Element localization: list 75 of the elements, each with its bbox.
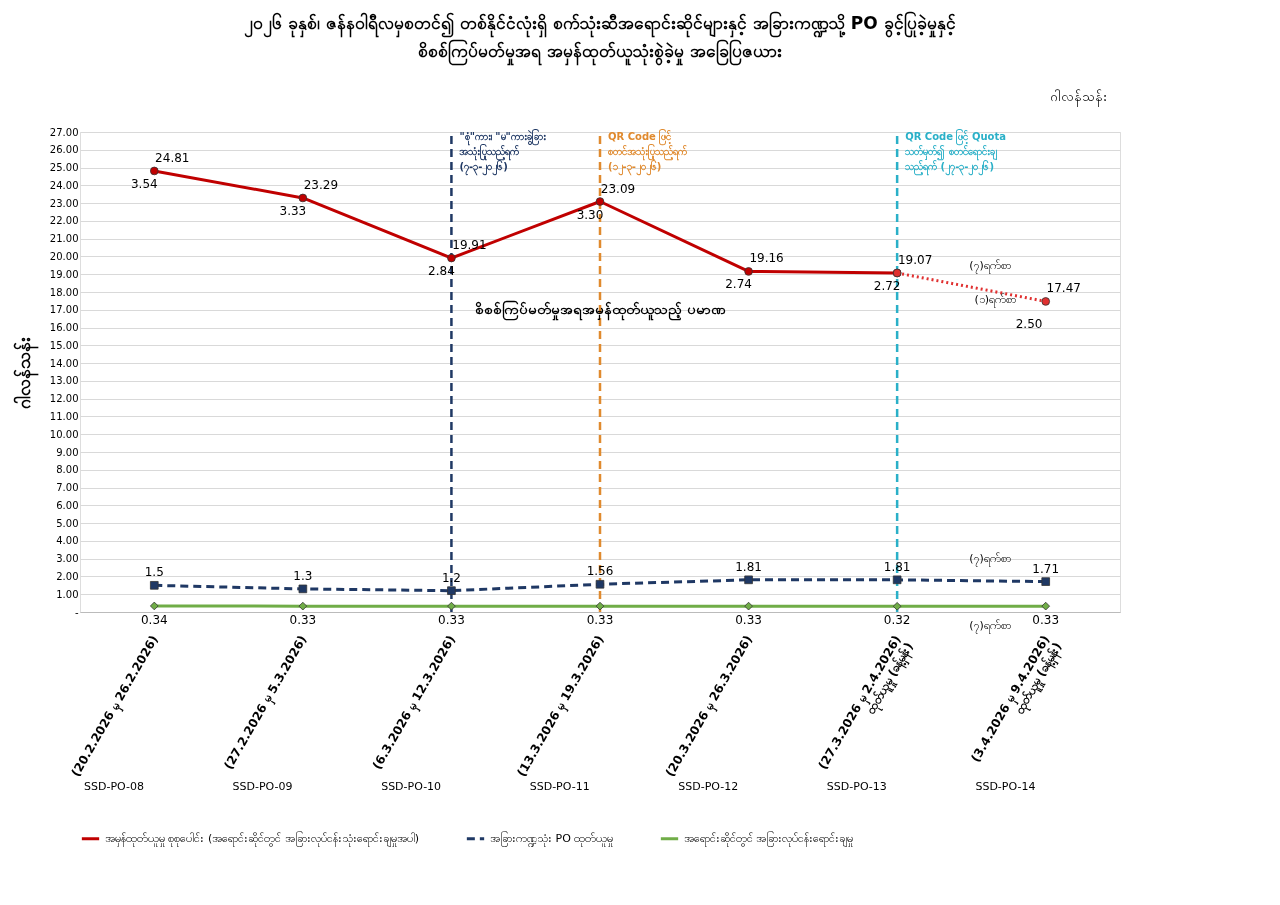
text: ဂါလန်သန်း (12, 336, 39, 409)
y-tick-label: 10.00 (49, 428, 79, 440)
ref-line-label: "စုံ"ကား၊ "မ"ကားခွဲခြား အသုံးပြုသည့်ရက် (၇-၃-၂၀၂၆) (459, 129, 546, 176)
data-label: 0.33 (1032, 613, 1060, 628)
data-label: 0.33 (735, 613, 762, 628)
annotation: 3.33 (279, 203, 307, 218)
y-tick-label: 26.00 (49, 144, 79, 156)
annotation: 3.54 (130, 176, 158, 191)
legend-label: အခြားကဏ္ဍသုံး PO ထုတ်ယူမှု (490, 830, 614, 847)
annotation: 2.74 (725, 277, 752, 292)
annotation: (၇)ရက်စာ (969, 259, 1011, 275)
y-tick-label: 8.00 (56, 464, 79, 476)
y-tick-label: 7.00 (56, 482, 79, 494)
y-tick-label: 2.00 (56, 570, 79, 582)
y-tick-label: 24.00 (49, 179, 79, 191)
y-tick-label: 19.00 (49, 268, 79, 280)
data-label: 19.07 (897, 252, 933, 267)
annotation: (၇)ရက်စာ (969, 552, 1011, 568)
data-label: 23.29 (303, 177, 339, 192)
y-tick-label: 15.00 (49, 339, 79, 351)
y-tick-label: 3.00 (56, 553, 79, 565)
data-label: 1.81 (883, 559, 911, 574)
data-label: 1.71 (1032, 561, 1060, 576)
y-tick-label: 22.00 (49, 215, 79, 227)
data-label: 19.16 (749, 251, 784, 266)
annotation: (၁)ရက်စာ (974, 293, 1016, 308)
text: SSD-PO-10 (381, 780, 442, 793)
y-tick-label: 23.00 (49, 197, 79, 209)
text: SSD-PO-14 (975, 780, 1036, 793)
y-tick-label: 25.00 (49, 162, 79, 174)
y-tick-label: 17.00 (49, 304, 79, 316)
y-tick-label: 18.00 (49, 286, 79, 298)
data-label: 0.33 (289, 613, 317, 628)
data-label: 1.5 (144, 565, 164, 580)
data-label: 1.56 (586, 564, 614, 579)
text: SSD-PO-11 (529, 780, 590, 793)
y-tick-label: 11.00 (49, 410, 79, 422)
annotation: 2.84 (428, 264, 455, 279)
y-tick-label: 13.00 (49, 375, 79, 387)
y-tick-label: 12.00 (49, 393, 79, 405)
data-label: 1.3 (293, 568, 313, 583)
data-label: 1.81 (735, 559, 762, 574)
legend-label: အမှန်ထုတ်ယူမှု စုစုပေါင်း (အရောင်းဆိုင်တွင် အခြားလုပ်ငန်းသုံးရောင်းချမှုအပါ) (105, 830, 420, 847)
data-label: 17.47 (1046, 281, 1081, 296)
text: SSD-PO-13 (826, 780, 887, 793)
ref-line-label: QR Code ဖြင့် စတင်အသုံးပြုသည့်ရက် (၁၂-၃-၂၀၂၆) (608, 129, 687, 176)
data-label: 1.2 (441, 570, 461, 585)
annotation: 2.50 (1015, 316, 1043, 331)
data-label: 19.91 (452, 238, 487, 253)
legend-label: အရောင်းဆိုင်တွင် အခြားလုပ်ငန်းရောင်းချမှု (684, 830, 854, 847)
y-tick-label: 27.00 (49, 126, 79, 138)
y-tick-label: 14.00 (49, 357, 79, 369)
ref-line-label: QR Code ဖြင့် Quota သတ်မှတ်၍ စတင်ရောင်းချ သည့်ရက် (၂၇-၃-၂၀၂၆) (905, 129, 1006, 176)
y-tick-label: 9.00 (56, 446, 79, 458)
y-tick-label: 1.00 (56, 588, 79, 600)
y-tick-label: 21.00 (49, 233, 79, 245)
text: SSD-PO-09 (232, 780, 293, 793)
y-tick-label: 6.00 (56, 499, 79, 511)
data-label: 0.32 (883, 613, 911, 628)
y-tick-label: - (74, 606, 79, 618)
data-label: 0.34 (140, 612, 168, 627)
data-label: 0.33 (586, 613, 614, 628)
annotation: 2.72 (873, 278, 901, 293)
text: SSD-PO-08 (84, 780, 144, 793)
annotation: 3.30 (576, 207, 604, 222)
y-tick-label: 20.00 (49, 250, 79, 262)
text: (၇)ရက်စာ (969, 619, 1011, 634)
text: SSD-PO-12 (678, 780, 739, 793)
y-tick-label: 4.00 (56, 535, 79, 547)
y-tick-label: 5.00 (56, 517, 79, 529)
data-label: 24.81 (155, 150, 190, 165)
data-label: 23.09 (600, 181, 636, 196)
y-axis-title: ဂါလန်သန်း (1050, 89, 1107, 107)
y-tick-label: 16.00 (49, 322, 79, 334)
data-label: 0.33 (438, 613, 465, 628)
